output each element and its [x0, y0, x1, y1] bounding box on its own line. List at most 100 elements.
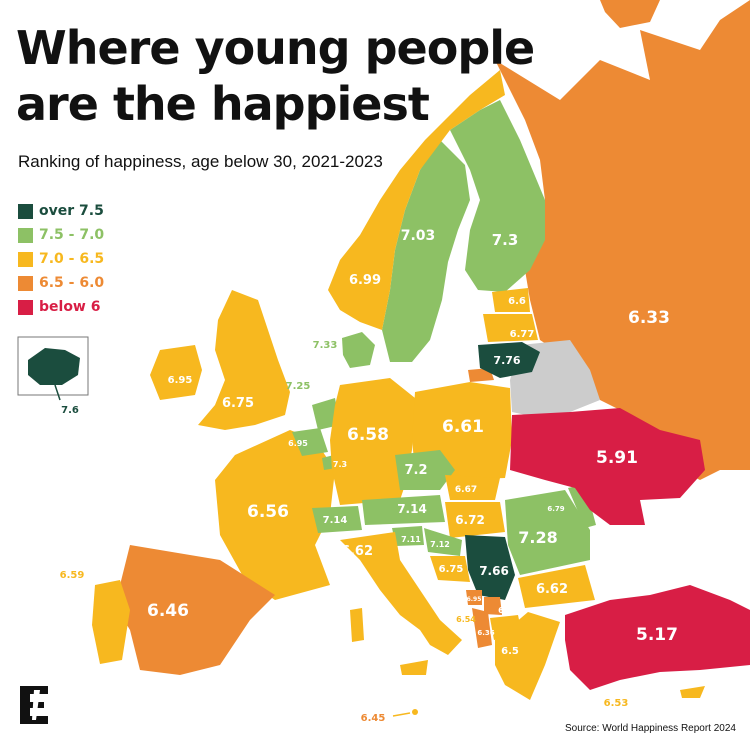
ireland-region [150, 345, 202, 400]
value-label-czechia: 7.2 [404, 463, 427, 478]
serbia-region [465, 535, 515, 600]
legend-swatch [18, 251, 33, 267]
legend-item-7-5-7-0: 7.5 - 7.0 [18, 224, 104, 246]
value-label-serbia: 7.66 [479, 564, 509, 578]
sicily-region [400, 660, 428, 675]
value-label-estonia: 6.6 [508, 296, 526, 307]
france-region [215, 430, 335, 600]
value-label-italy: 6.62 [341, 544, 373, 559]
value-label-croatia: 7.12 [430, 540, 450, 549]
malta-leader-line [392, 712, 411, 717]
value-label-bulgaria: 6.62 [536, 582, 568, 597]
switzerland-region [312, 506, 362, 533]
legend-swatch [18, 227, 33, 243]
value-label-austria: 7.14 [397, 502, 427, 516]
value-label-portugal: 6.59 [60, 570, 85, 581]
value-label-hungary: 6.72 [455, 513, 485, 527]
iceland-region [28, 348, 80, 385]
value-label-ireland: 6.95 [168, 375, 193, 386]
value-label-moldova: 6.79 [547, 505, 564, 513]
value-label-poland: 6.61 [442, 417, 484, 437]
economist-logo-icon [20, 686, 48, 724]
iceland-inset-frame [17, 336, 89, 396]
value-label-france: 6.56 [247, 502, 289, 522]
value-label-finland: 7.3 [492, 231, 519, 249]
denmark-region [342, 332, 375, 368]
cyprus-region [680, 686, 705, 698]
sweden-region [382, 140, 470, 362]
value-label-slovakia: 6.67 [455, 485, 477, 495]
value-label-switzerland: 7.14 [323, 515, 348, 526]
kosovo-region [484, 597, 502, 615]
value-label-luxembourg: 7.3 [333, 460, 347, 469]
estonia-region [492, 288, 530, 312]
czechia-region [395, 450, 455, 490]
value-label-ukraine: 5.91 [596, 448, 638, 468]
value-label-uk: 6.75 [222, 396, 254, 411]
value-label-lithuania: 7.76 [493, 354, 520, 367]
legend-item-6-5-6-0: 6.5 - 6.0 [18, 272, 104, 294]
legend-label: 6.5 - 6.0 [39, 275, 105, 291]
legend-label: 7.0 - 6.5 [39, 251, 105, 267]
legend-label: below 6 [39, 299, 101, 315]
value-label-iceland: 7.6 [61, 405, 79, 416]
romania-region [505, 490, 590, 575]
value-label-bosnia: 6.75 [439, 564, 464, 575]
russia-region [495, 0, 750, 480]
value-label-greece: 6.5 [501, 646, 519, 657]
hungary-region [445, 502, 505, 538]
finland-region [450, 100, 545, 292]
value-label-albania: 6.36 [477, 629, 494, 637]
value-label-latvia: 6.77 [510, 329, 535, 340]
legend: over 7.5 7.5 - 7.0 7.0 - 6.5 6.5 - 6.0 b… [18, 200, 104, 320]
slovenia-region [392, 526, 424, 546]
legend-swatch [18, 275, 33, 291]
value-label-belgium: 6.95 [288, 439, 308, 448]
sardinia-region [350, 608, 364, 642]
value-label-norway: 6.99 [349, 273, 381, 288]
legend-label: over 7.5 [39, 203, 104, 219]
albania-region [472, 608, 492, 648]
value-label-north-macedonia: 6.54 [456, 615, 476, 624]
source-note: Source: World Happiness Report 2024 [564, 723, 736, 734]
value-label-netherlands: 7.25 [286, 381, 311, 392]
latvia-region [483, 314, 538, 342]
russia-north-coast [600, 0, 660, 28]
value-label-spain: 6.46 [147, 601, 189, 621]
bulgaria-region [518, 565, 595, 608]
legend-swatch [18, 203, 33, 219]
value-label-germany: 6.58 [347, 425, 389, 445]
moldova-region [568, 484, 596, 528]
portugal-region [92, 580, 130, 664]
legend-item-7-0-6-5: 7.0 - 6.5 [18, 248, 104, 270]
value-label-malta: 6.45 [361, 713, 386, 724]
bosnia-region [430, 556, 470, 582]
croatia-region [424, 528, 462, 556]
italy-region [340, 532, 462, 655]
uk-region [198, 290, 290, 430]
value-label-cyprus: 6.53 [604, 698, 629, 709]
legend-swatch [18, 299, 33, 315]
norway-region [328, 70, 505, 330]
value-label-montenegro: 6.95 [467, 596, 482, 603]
value-label-romania: 7.28 [518, 528, 557, 547]
title-line-1: Where young people [16, 21, 535, 75]
value-label-denmark: 7.33 [313, 340, 338, 351]
legend-item-below-6: below 6 [18, 296, 104, 318]
value-label-kosovo: 6.33 [498, 606, 518, 615]
value-label-sweden: 7.03 [401, 228, 436, 244]
slovakia-region [445, 475, 500, 500]
greece-region [495, 612, 560, 700]
turkey-region [565, 585, 750, 690]
spain-region [115, 545, 275, 675]
value-label-turkey: 5.17 [636, 625, 678, 645]
austria-region [362, 495, 445, 525]
ukraine-region [510, 408, 705, 525]
legend-item-over-7-5: over 7.5 [18, 200, 104, 222]
page-title: Where young people are the happiest [16, 20, 535, 132]
value-label-slovenia: 7.11 [401, 535, 421, 544]
lithuania-region [478, 342, 540, 378]
germany-region [330, 378, 415, 505]
legend-label: 7.5 - 7.0 [39, 227, 105, 243]
